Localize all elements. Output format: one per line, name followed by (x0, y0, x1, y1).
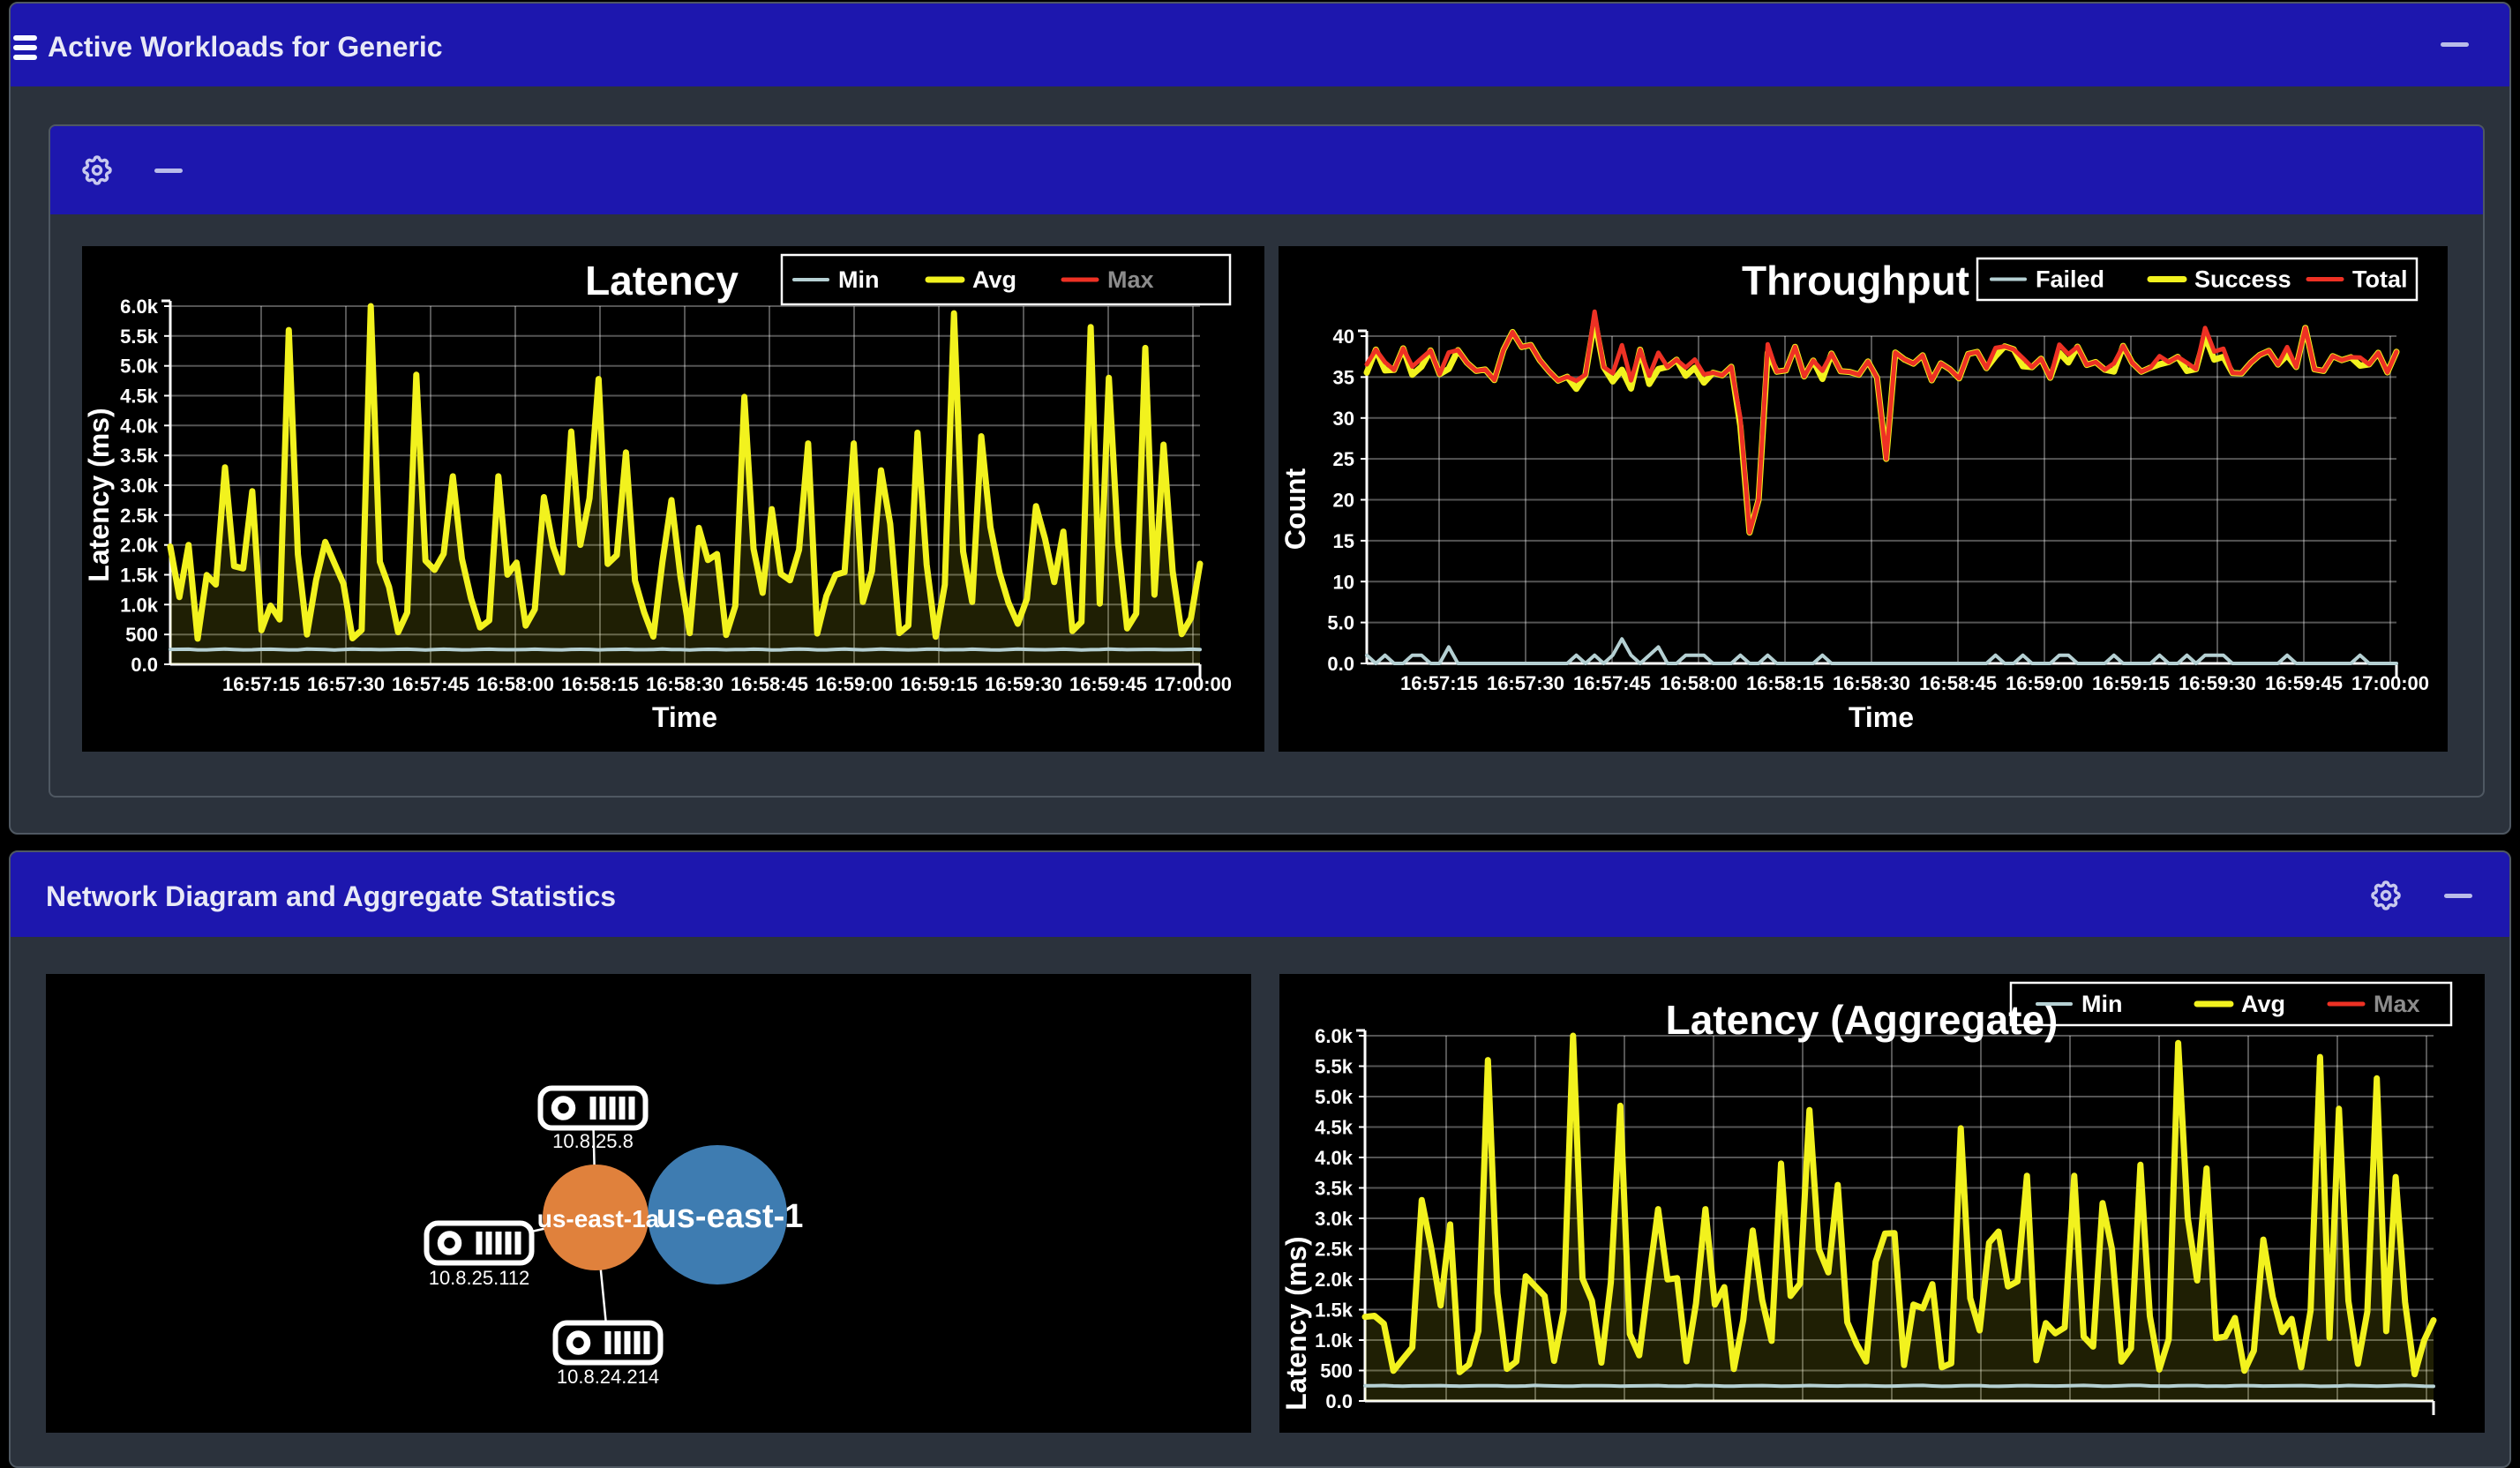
svg-text:16:59:45: 16:59:45 (1069, 673, 1147, 695)
svg-text:17:00:00: 17:00:00 (1154, 673, 1232, 695)
svg-text:15: 15 (1333, 530, 1354, 552)
svg-text:1.5k: 1.5k (120, 565, 159, 587)
svg-text:5.0: 5.0 (1327, 612, 1354, 634)
svg-text:Latency (ms): Latency (ms) (83, 408, 115, 581)
svg-text:500: 500 (1320, 1360, 1353, 1382)
svg-text:4.5k: 4.5k (1315, 1117, 1354, 1139)
svg-text:0.0: 0.0 (131, 654, 158, 676)
svg-text:16:57:45: 16:57:45 (392, 673, 469, 695)
svg-text:us-east-1a: us-east-1a (537, 1205, 660, 1232)
svg-text:5.0k: 5.0k (120, 356, 159, 378)
svg-text:16:58:45: 16:58:45 (731, 673, 808, 695)
svg-text:1.5k: 1.5k (1315, 1299, 1354, 1322)
svg-text:3.0k: 3.0k (120, 475, 159, 497)
svg-text:16:59:15: 16:59:15 (900, 673, 978, 695)
svg-text:5.0k: 5.0k (1315, 1086, 1354, 1108)
svg-text:5.5k: 5.5k (1315, 1056, 1354, 1078)
svg-text:Throughput: Throughput (1742, 258, 1969, 303)
svg-text:16:59:30: 16:59:30 (2179, 672, 2256, 694)
svg-text:10.8.24.214: 10.8.24.214 (557, 1366, 659, 1388)
svg-text:16:57:15: 16:57:15 (1400, 672, 1478, 694)
svg-text:16:59:15: 16:59:15 (2092, 672, 2170, 694)
svg-text:Avg: Avg (2241, 991, 2285, 1017)
svg-text:5.5k: 5.5k (120, 326, 159, 348)
svg-text:16:57:30: 16:57:30 (307, 673, 385, 695)
svg-text:16:58:30: 16:58:30 (1833, 672, 1910, 694)
svg-text:2.5k: 2.5k (120, 505, 159, 527)
svg-text:Min: Min (838, 266, 880, 293)
svg-text:1.0k: 1.0k (1315, 1329, 1354, 1352)
svg-text:2.0k: 2.0k (120, 535, 159, 557)
svg-text:us-east-1: us-east-1 (656, 1198, 804, 1235)
svg-text:16:58:00: 16:58:00 (1660, 672, 1737, 694)
svg-text:16:58:45: 16:58:45 (1919, 672, 1997, 694)
svg-text:16:59:00: 16:59:00 (2006, 672, 2083, 694)
svg-text:20: 20 (1333, 490, 1354, 512)
svg-text:2.0k: 2.0k (1315, 1269, 1354, 1291)
svg-text:Success: Success (2194, 266, 2291, 293)
svg-text:17:00:00: 17:00:00 (2351, 672, 2429, 694)
svg-text:25: 25 (1333, 448, 1354, 470)
svg-text:16:58:00: 16:58:00 (476, 673, 554, 695)
svg-text:3.0k: 3.0k (1315, 1208, 1354, 1230)
svg-text:4.0k: 4.0k (1315, 1147, 1354, 1169)
svg-text:Avg: Avg (972, 266, 1016, 293)
svg-text:2.5k: 2.5k (1315, 1239, 1354, 1261)
svg-text:10: 10 (1333, 571, 1354, 593)
svg-text:16:59:30: 16:59:30 (985, 673, 1062, 695)
svg-text:30: 30 (1333, 408, 1354, 430)
svg-text:16:57:45: 16:57:45 (1573, 672, 1651, 694)
svg-text:16:58:15: 16:58:15 (1746, 672, 1824, 694)
svg-text:0.0: 0.0 (1327, 653, 1354, 675)
svg-text:Failed: Failed (2036, 266, 2104, 293)
svg-text:16:58:15: 16:58:15 (561, 673, 639, 695)
svg-text:10.8.25.112: 10.8.25.112 (429, 1267, 530, 1289)
svg-text:Count: Count (1279, 468, 1311, 550)
svg-text:40: 40 (1333, 326, 1354, 348)
svg-text:10.8.25.8: 10.8.25.8 (552, 1130, 634, 1152)
svg-text:Total: Total (2352, 266, 2408, 293)
svg-text:16:59:45: 16:59:45 (2265, 672, 2343, 694)
svg-text:4.0k: 4.0k (120, 415, 159, 437)
svg-text:3.5k: 3.5k (120, 445, 159, 467)
svg-text:Max: Max (2374, 991, 2420, 1017)
svg-text:6.0k: 6.0k (120, 296, 159, 318)
svg-text:500: 500 (125, 624, 158, 646)
svg-text:1.0k: 1.0k (120, 594, 159, 616)
svg-text:35: 35 (1333, 366, 1354, 388)
svg-text:16:58:30: 16:58:30 (646, 673, 724, 695)
svg-text:0.0: 0.0 (1325, 1390, 1353, 1412)
svg-text:Max: Max (1107, 266, 1154, 293)
svg-text:4.5k: 4.5k (120, 386, 159, 408)
svg-text:16:57:15: 16:57:15 (222, 673, 300, 695)
svg-text:Latency: Latency (585, 258, 739, 303)
svg-text:6.0k: 6.0k (1315, 1025, 1354, 1047)
svg-text:Latency (ms): Latency (ms) (1280, 1236, 1312, 1410)
svg-text:16:59:00: 16:59:00 (815, 673, 893, 695)
svg-text:Latency (Aggregate): Latency (Aggregate) (1666, 997, 2059, 1043)
svg-text:Time: Time (652, 701, 717, 733)
svg-text:16:57:30: 16:57:30 (1487, 672, 1564, 694)
svg-text:Time: Time (1849, 701, 1914, 733)
svg-text:3.5k: 3.5k (1315, 1178, 1354, 1200)
svg-text:Min: Min (2081, 991, 2123, 1017)
